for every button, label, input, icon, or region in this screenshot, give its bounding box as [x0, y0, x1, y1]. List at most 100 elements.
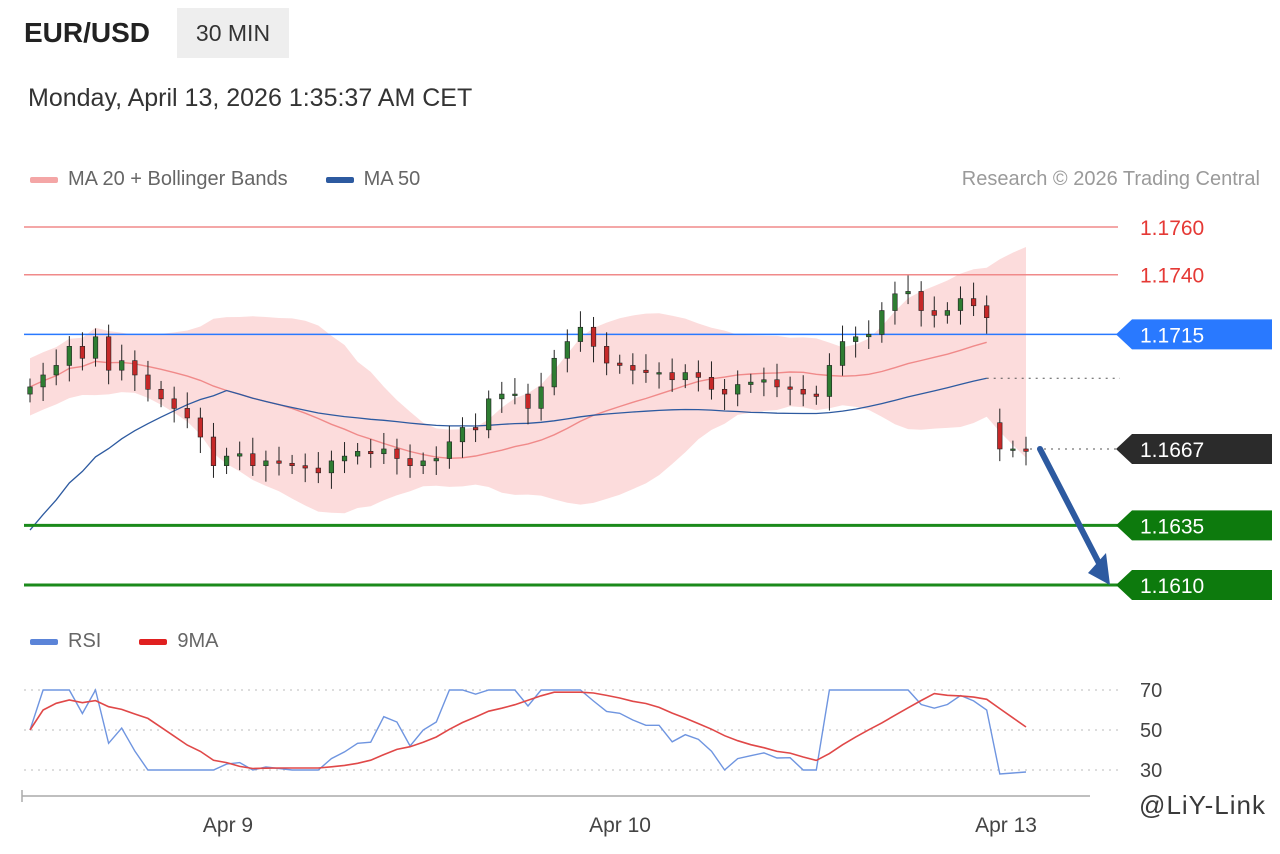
candle-body [984, 305, 990, 318]
candle [79, 332, 86, 371]
rsi-tick-30: 30 [1140, 760, 1162, 782]
candle-body [970, 298, 977, 307]
candle-body [263, 460, 269, 466]
level-support-4: 1.1635 [24, 510, 1272, 541]
timeframe-selector[interactable]: 30 MIN [177, 8, 289, 58]
candle-body [997, 422, 1003, 450]
candle [892, 281, 898, 325]
candle [158, 380, 164, 408]
candle-body [866, 334, 872, 338]
candle [106, 324, 112, 385]
candle [682, 364, 688, 389]
candle [577, 311, 584, 352]
candle [40, 362, 46, 401]
candle-body [53, 365, 59, 376]
candle-body [381, 448, 387, 455]
candle-body [66, 346, 72, 366]
watermark: @LiY-Link [1139, 790, 1266, 820]
candle-body [577, 326, 584, 342]
candle-body [774, 379, 780, 388]
candle [564, 329, 570, 373]
candle [27, 378, 33, 403]
candle [866, 320, 872, 349]
rsi-tick-50: 50 [1140, 720, 1162, 742]
candle [276, 446, 282, 476]
candle [826, 353, 833, 411]
candle [656, 362, 662, 389]
candle [250, 437, 256, 476]
x-tick-label: Apr 9 [203, 814, 253, 837]
candle-body [472, 427, 479, 431]
candle [171, 386, 177, 423]
level-tag [1116, 319, 1272, 350]
candle [839, 325, 846, 376]
candle-body [223, 455, 230, 466]
candle [997, 408, 1003, 462]
candle [420, 452, 426, 475]
candles [27, 275, 1029, 489]
candle-body [328, 460, 335, 474]
candle-body [630, 365, 636, 371]
candle-body [368, 451, 374, 455]
candle-body [617, 362, 623, 366]
candle-body [158, 388, 164, 400]
rsi-ma-swatch [139, 638, 168, 645]
candle-body [879, 310, 885, 335]
level-label: 1.1740 [1140, 265, 1204, 288]
candle [459, 417, 466, 458]
candle [695, 360, 701, 392]
candle [931, 296, 937, 328]
level-last-3: 1.1667 [1030, 433, 1272, 464]
candle-body [40, 374, 46, 388]
level-label: 1.1635 [1140, 515, 1204, 538]
candle-body [590, 326, 597, 347]
candle-body [250, 453, 256, 466]
candle-body [643, 369, 649, 373]
rsi-tick-70: 70 [1140, 680, 1162, 702]
candle-body [1023, 448, 1029, 452]
candle-body [486, 398, 492, 431]
candle [1010, 440, 1016, 458]
candle [748, 373, 754, 393]
candle [407, 444, 413, 478]
candle [604, 332, 610, 376]
research-credit: Research © 2026 Trading Central [961, 168, 1260, 190]
candle [879, 302, 885, 343]
legend-rsi-ma-label: 9MA [177, 630, 219, 652]
candle [223, 447, 230, 475]
candle-body [106, 336, 112, 371]
candle-body [171, 398, 177, 409]
candle [394, 438, 400, 475]
level-support-5: 1.1610 [24, 570, 1272, 600]
candle [708, 361, 715, 400]
candle-body [79, 346, 86, 359]
ma50-swatch [325, 176, 354, 183]
candle [984, 295, 990, 334]
candle-body [446, 441, 452, 459]
candle-body [407, 458, 413, 466]
candle-body [433, 458, 439, 462]
legend-ma50: MA 50 [363, 168, 421, 190]
forecast-arrowhead [1088, 553, 1110, 585]
candle-body [119, 360, 125, 371]
candle [145, 360, 151, 402]
ma50-line [29, 377, 987, 531]
legend-ma20: MA 20 + Bollinger Bands [68, 168, 288, 190]
ma20-swatch [30, 176, 58, 183]
candle-body [787, 386, 793, 390]
candle [787, 376, 793, 406]
candle [355, 442, 361, 465]
candle-body [341, 455, 348, 462]
candle-body [538, 386, 544, 409]
candle-body [656, 372, 662, 375]
candle-body [813, 393, 819, 397]
candle [551, 349, 557, 396]
candle-body [512, 393, 518, 396]
candle-body [420, 460, 426, 466]
candle-body [355, 451, 361, 457]
candle [381, 432, 387, 464]
candle [721, 379, 728, 411]
candle [197, 407, 203, 454]
level-label: 1.1760 [1140, 217, 1204, 240]
level-pivot-2: 1.1715 [24, 319, 1272, 350]
